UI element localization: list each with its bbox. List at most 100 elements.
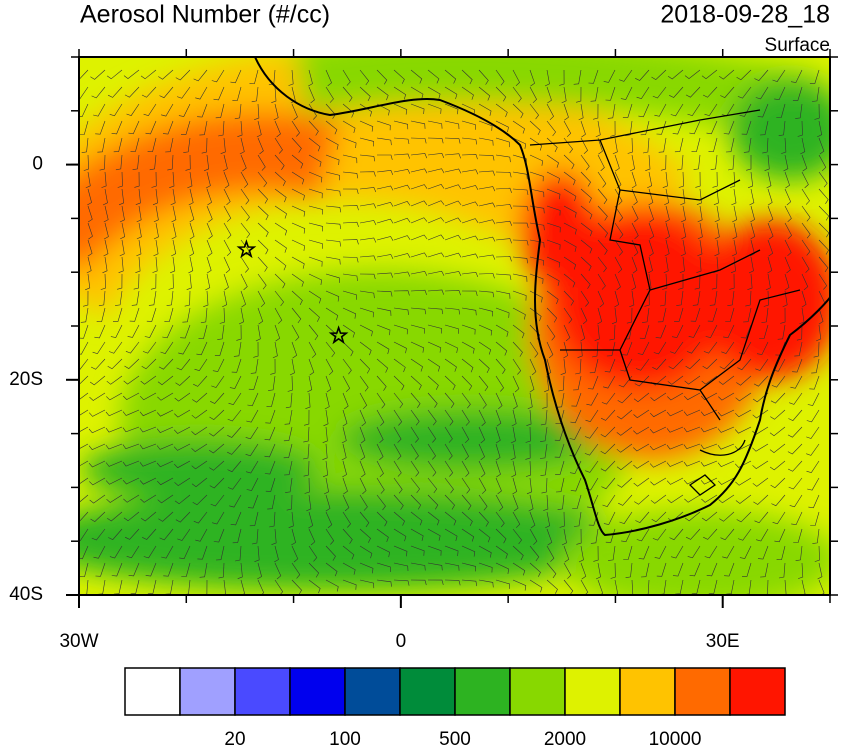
wind-barb bbox=[461, 253, 479, 259]
wind-barb bbox=[427, 341, 442, 353]
wind-barb bbox=[223, 273, 229, 291]
wind-barb bbox=[178, 341, 191, 355]
wind-barb bbox=[610, 562, 616, 579]
wind-barb bbox=[219, 307, 225, 324]
wind-barb bbox=[461, 201, 479, 207]
wind-barb bbox=[125, 341, 140, 354]
wind-barb bbox=[757, 103, 769, 118]
wind-barb bbox=[444, 511, 457, 526]
wind-barb bbox=[461, 69, 473, 85]
wind-barb bbox=[444, 375, 456, 391]
wind-barb bbox=[752, 477, 769, 487]
wind-barb bbox=[359, 392, 368, 410]
wind-barb bbox=[512, 511, 521, 528]
wind-barb bbox=[410, 252, 428, 258]
wind-barb bbox=[240, 256, 249, 273]
wind-barb bbox=[79, 120, 89, 135]
wind-barb bbox=[181, 562, 191, 577]
colorbar-box bbox=[564, 667, 621, 716]
wind-barb bbox=[410, 200, 428, 207]
wind-barb bbox=[341, 426, 347, 444]
wind-barb bbox=[130, 579, 140, 595]
wind-barb bbox=[359, 562, 374, 574]
wind-barb bbox=[257, 307, 264, 325]
wind-barb bbox=[359, 171, 376, 177]
wind-barb bbox=[610, 120, 616, 137]
wind-barb bbox=[135, 256, 141, 273]
wind-barb bbox=[723, 324, 735, 339]
wind-barb bbox=[223, 188, 231, 206]
wind-barb bbox=[324, 392, 330, 410]
wind-barb bbox=[772, 511, 786, 525]
wind-barb bbox=[444, 494, 455, 510]
wind-barb bbox=[495, 103, 508, 118]
wind-barb bbox=[736, 375, 752, 386]
wind-barb bbox=[291, 528, 296, 546]
wind-barb bbox=[285, 392, 293, 409]
wind-barb bbox=[113, 579, 123, 595]
wind-barb bbox=[359, 69, 370, 86]
wind-barb bbox=[577, 341, 583, 358]
wind-barb bbox=[410, 307, 427, 315]
wind-barb bbox=[587, 375, 599, 390]
wind-barb bbox=[618, 375, 633, 388]
wind-barb bbox=[142, 341, 157, 354]
colorbar-label: 2000 bbox=[544, 729, 586, 750]
wind-barb bbox=[203, 290, 209, 307]
wind-barb bbox=[191, 409, 208, 419]
wind-barb bbox=[600, 409, 616, 421]
wind-barb bbox=[573, 375, 582, 391]
wind-barb bbox=[88, 460, 106, 468]
wind-barb bbox=[173, 460, 191, 469]
wind-barb bbox=[723, 120, 735, 135]
wind-barb bbox=[444, 217, 462, 224]
level: Surface bbox=[765, 35, 830, 56]
wind-barb bbox=[215, 545, 225, 561]
wind-barb bbox=[308, 256, 323, 267]
wind-barb bbox=[495, 307, 510, 318]
wind-barb bbox=[139, 409, 157, 417]
wind-barb bbox=[124, 528, 140, 540]
wind-barb bbox=[274, 205, 287, 219]
wind-barb bbox=[377, 154, 393, 160]
wind-barb bbox=[240, 273, 248, 291]
wind-barb bbox=[597, 239, 608, 255]
wind-barb bbox=[199, 120, 208, 136]
wind-barb bbox=[719, 69, 735, 80]
wind-barb bbox=[612, 137, 618, 155]
wind-barb bbox=[817, 562, 823, 580]
wind-barb bbox=[223, 239, 232, 257]
wind-barb bbox=[461, 443, 469, 461]
wind-barb bbox=[602, 494, 616, 507]
wind-barb bbox=[393, 184, 411, 190]
wind-barb bbox=[239, 137, 245, 155]
wind-barb bbox=[762, 137, 769, 154]
wind-barb bbox=[461, 120, 476, 130]
wind-barb bbox=[645, 154, 651, 171]
wind-barb bbox=[393, 168, 411, 174]
wind-barb bbox=[529, 256, 544, 266]
wind-barb bbox=[667, 375, 684, 385]
wind-barb bbox=[796, 324, 803, 341]
wind-barb bbox=[287, 375, 293, 392]
wind-barb bbox=[597, 579, 604, 595]
wind-barb bbox=[818, 579, 825, 595]
wind-barb bbox=[701, 69, 718, 80]
wind-barb bbox=[325, 171, 340, 181]
wind-barb bbox=[817, 120, 823, 138]
wind-barb bbox=[736, 511, 752, 523]
stars bbox=[236, 239, 349, 345]
wind-barb bbox=[410, 528, 424, 541]
wind-barb bbox=[597, 290, 605, 308]
wind-barb bbox=[512, 86, 522, 103]
wind-barb bbox=[152, 188, 158, 206]
wind-barb bbox=[238, 307, 244, 325]
wind-barb bbox=[546, 86, 552, 104]
wind-barb bbox=[650, 494, 667, 504]
wind-barb bbox=[145, 562, 157, 577]
wind-barb bbox=[637, 341, 650, 355]
wind-barb bbox=[648, 222, 655, 240]
wind-barb bbox=[427, 152, 445, 159]
x-tick-label: 0 bbox=[396, 631, 407, 652]
wind-barb bbox=[784, 239, 792, 257]
